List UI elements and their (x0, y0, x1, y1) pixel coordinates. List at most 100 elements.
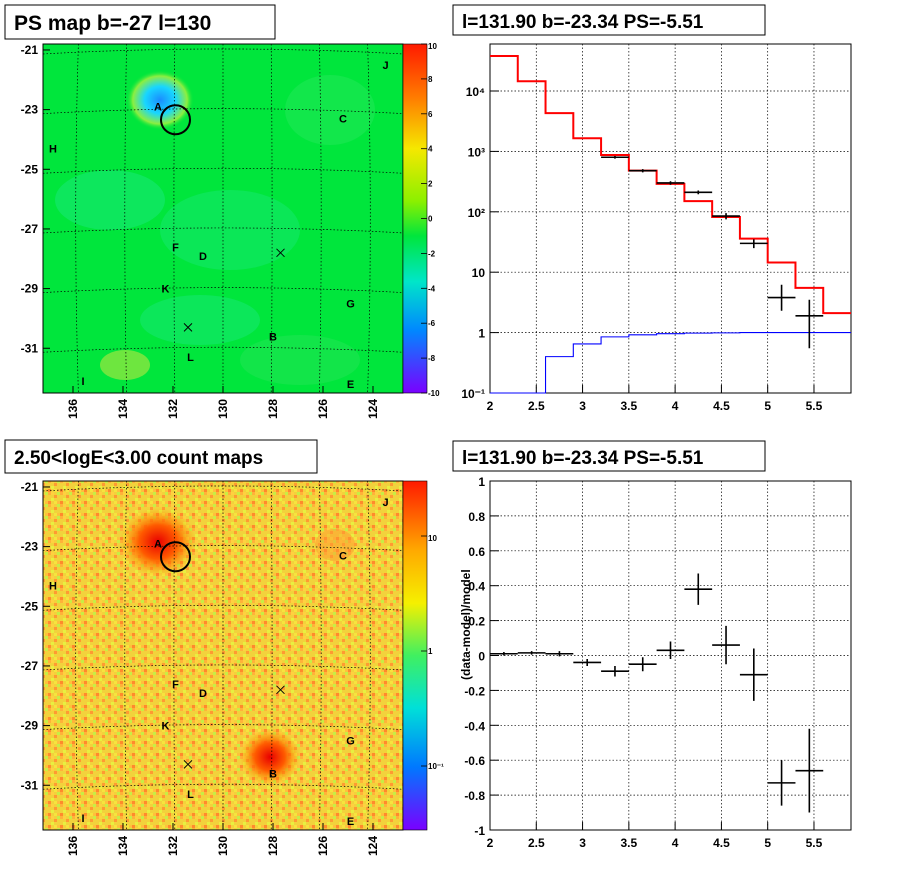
spectrum-data-point (712, 213, 740, 220)
spectrum-y-tick-label: 1 (478, 327, 485, 341)
spectrum-title: l=131.90 b=-23.34 PS=-5.51 (462, 12, 704, 33)
spectrum-x-tick-label: 4 (672, 399, 679, 413)
colorbar-tick-label: 6 (428, 110, 433, 119)
source-label-A: A (154, 539, 162, 551)
residual-x-tick-label: 5 (764, 836, 771, 850)
residual-x-tick-label: 4 (672, 836, 679, 850)
count-map-frame (42, 480, 404, 831)
residual-ylabel: (data-model)/model (459, 569, 473, 680)
residual-data-point (601, 665, 629, 677)
colorbar-tick-label: -8 (428, 354, 436, 363)
spectrum-data-point (739, 239, 768, 249)
residual-y-tick-label: -1 (474, 824, 485, 838)
residual-data-point (545, 651, 574, 657)
map-parallel (42, 108, 404, 114)
map-x-tick-label: 126 (316, 836, 330, 856)
map-y-tick-label: -21 (21, 480, 39, 494)
spectrum-x-tick-label: 2 (487, 399, 494, 413)
source-label-D: D (199, 688, 207, 700)
spectrum-x-tick-label: 3.5 (621, 399, 638, 413)
source-label-E: E (347, 379, 354, 391)
residual-x-tick-label: 3.5 (621, 836, 638, 850)
map-x-tick-label: 128 (266, 399, 280, 419)
source-label-H: H (49, 143, 57, 155)
map-meridian (319, 480, 322, 831)
residual-x-tick-label: 5.5 (806, 836, 823, 850)
source-label-C: C (339, 551, 347, 563)
count-map-colorbar (402, 480, 428, 831)
residual-x-tick-label: 3 (579, 836, 586, 850)
map-parallel (42, 346, 404, 353)
source-label-K: K (162, 284, 170, 296)
source-label-H: H (49, 580, 57, 592)
source-label-K: K (162, 721, 170, 733)
residual-y-tick-label: -0.8 (464, 789, 485, 803)
count-map-panel: 2.50<logE<3.00 count maps 10 1 10⁻¹ 136 134… (4, 439, 444, 856)
spectrum-data-point (795, 299, 824, 349)
spectrum-data-point (601, 155, 629, 159)
colorbar-tick-label: 8 (428, 75, 433, 84)
residual-data-point (573, 658, 602, 666)
source-label-F: F (172, 242, 179, 254)
map-parallel (42, 664, 404, 671)
ps-map-title-box (4, 4, 276, 40)
source-label-B: B (269, 331, 277, 343)
residual-x-tick-label: 2 (487, 836, 494, 850)
spectrum-data-point (628, 169, 657, 173)
map-meridian (367, 480, 371, 831)
map-y-tick-label: -23 (21, 540, 39, 554)
map-parallel (42, 485, 404, 492)
spectrum-x-tick-label: 3 (579, 399, 586, 413)
residual-title: l=131.90 b=-23.34 PS=-5.51 (462, 448, 704, 469)
map-meridian (270, 480, 273, 831)
map-cross-marker (276, 248, 285, 258)
residual-data-point (628, 657, 657, 672)
map-meridian (319, 43, 322, 394)
colorbar-tick-label: 10 (428, 534, 437, 543)
spectrum-x-tick-label: 5 (764, 399, 771, 413)
spectrum-plot: 2 2.5 3 3.5 4 4.5 5 5.5 10⁻¹ 1 10 10² 10³ 10⁴ (461, 44, 851, 413)
spectrum-frame (489, 43, 852, 394)
map-parallel (42, 783, 404, 790)
map-x-tick-label: 132 (166, 399, 180, 419)
map-parallel (42, 167, 404, 174)
source-label-G: G (346, 299, 355, 311)
map-x-tick-label: 134 (116, 399, 130, 419)
source-label-D: D (199, 251, 207, 263)
source-label-J: J (382, 60, 388, 72)
ps-map-texture (55, 70, 375, 385)
spectrum-y-tick-label: 10³ (468, 145, 485, 159)
spectrum-panel: l=131.90 b=-23.34 PS=-5.51 2 2.5 3 3.5 4 4.5 5… (452, 4, 852, 413)
map-meridian (75, 480, 79, 831)
spectrum-y-tick-label: 10 (472, 266, 486, 280)
map-parallel (42, 604, 404, 611)
map-meridian (270, 43, 273, 394)
spectrum-x-tick-label: 5.5 (806, 399, 823, 413)
source-label-J: J (382, 497, 388, 509)
map-y-tick-label: -29 (21, 719, 39, 733)
map-parallel (42, 724, 404, 730)
map-x-tick-label: 124 (366, 399, 380, 419)
map-meridian (124, 480, 127, 831)
map-x-tick-label: 132 (166, 836, 180, 856)
map-meridian (367, 43, 371, 394)
colorbar-tick-label: 1 (428, 647, 433, 656)
target-circle (160, 541, 191, 573)
source-label-B: B (269, 768, 277, 780)
spectrum-data-point (767, 284, 796, 311)
colorbar-tick-label: -4 (428, 284, 436, 293)
map-x-tick-label: 136 (66, 399, 80, 419)
map-y-tick-label: -31 (21, 778, 39, 792)
residual-x-tick-label: 2.5 (528, 836, 545, 850)
residual-data-point (795, 728, 824, 813)
map-x-tick-label: 128 (266, 836, 280, 856)
count-map-colorbar-ticks: 10 1 10⁻¹ (421, 534, 444, 771)
map-x-tick-label: 130 (216, 836, 230, 856)
map-y-tick-label: -25 (21, 162, 39, 176)
ps-map-title: PS map b=-27 l=130 (14, 12, 211, 35)
map-y-tick-label: -27 (21, 222, 39, 236)
map-y-tick-label: -23 (21, 103, 39, 117)
residual-y-tick-label: 0.4 (468, 580, 485, 594)
map-meridian (173, 43, 176, 394)
source-label-F: F (172, 679, 179, 691)
